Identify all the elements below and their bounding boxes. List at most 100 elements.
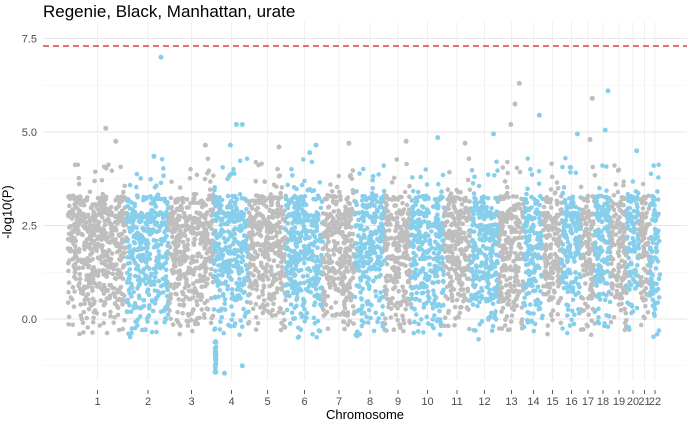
data-point	[114, 197, 119, 202]
data-point	[442, 315, 448, 321]
data-point	[196, 251, 202, 256]
data-point	[384, 273, 390, 279]
data-point	[102, 218, 108, 224]
data-point	[198, 241, 203, 246]
data-point	[554, 180, 560, 185]
data-point	[172, 228, 178, 234]
data-point	[452, 268, 458, 274]
data-point	[489, 292, 495, 297]
data-point	[237, 158, 243, 164]
data-point	[442, 223, 447, 228]
data-point	[342, 302, 347, 308]
data-point	[127, 243, 132, 249]
data-point	[232, 193, 238, 199]
data-point	[419, 284, 424, 290]
data-point	[405, 219, 410, 224]
data-point	[219, 203, 224, 208]
data-point	[145, 319, 150, 324]
data-point	[427, 240, 433, 245]
data-point	[153, 266, 159, 271]
data-point	[140, 226, 145, 231]
data-point	[127, 260, 133, 266]
data-point	[237, 276, 242, 282]
data-point	[188, 289, 194, 294]
data-point	[298, 231, 304, 236]
data-point	[237, 192, 243, 197]
data-point	[213, 268, 218, 274]
data-point	[149, 329, 155, 335]
data-point	[393, 203, 398, 208]
data-point	[111, 291, 116, 296]
data-point	[312, 320, 318, 326]
data-point	[322, 231, 327, 236]
data-point	[171, 263, 177, 269]
data-point	[545, 323, 551, 328]
data-point	[90, 202, 95, 207]
data-point	[76, 175, 82, 181]
data-point	[423, 167, 429, 172]
data-point	[220, 165, 225, 170]
data-point	[410, 175, 415, 180]
data-point	[174, 243, 179, 249]
data-point	[239, 259, 244, 265]
data-point	[188, 166, 193, 172]
data-point	[193, 289, 198, 295]
data-point	[254, 287, 259, 292]
data-point	[72, 270, 78, 275]
data-point	[393, 277, 398, 282]
data-point	[138, 176, 143, 181]
data-point	[229, 204, 234, 210]
data-point	[309, 219, 314, 224]
data-point	[259, 161, 264, 167]
data-point	[227, 258, 232, 263]
data-point	[190, 328, 195, 334]
data-point	[180, 311, 185, 316]
data-point	[161, 173, 166, 178]
data-point	[558, 296, 564, 301]
data-point	[506, 253, 512, 258]
data-point	[533, 253, 539, 259]
data-point	[226, 322, 231, 328]
data-point	[113, 225, 118, 231]
data-point	[411, 212, 417, 217]
data-point	[362, 254, 368, 260]
data-point	[210, 313, 216, 319]
data-point	[372, 250, 378, 256]
data-point	[458, 305, 463, 310]
data-point	[416, 217, 422, 222]
data-point	[445, 296, 451, 302]
data-point	[384, 287, 390, 293]
data-point	[485, 278, 490, 284]
data-point	[337, 189, 342, 195]
data-point	[448, 196, 453, 202]
data-point	[560, 190, 566, 196]
data-point	[120, 210, 126, 216]
data-point	[227, 248, 233, 254]
data-point	[165, 255, 170, 261]
data-point	[365, 204, 371, 210]
data-point	[191, 281, 196, 287]
data-point	[452, 323, 457, 328]
data-point	[156, 249, 161, 254]
data-point	[225, 205, 230, 210]
data-point	[243, 197, 248, 202]
data-point	[125, 309, 130, 315]
data-point	[348, 278, 353, 283]
data-point	[253, 193, 259, 198]
data-point	[127, 229, 133, 234]
data-point	[473, 292, 479, 297]
data-point	[262, 179, 268, 184]
data-point	[396, 288, 402, 294]
data-point	[163, 274, 169, 279]
data-point	[288, 302, 294, 307]
data-point	[442, 323, 447, 329]
data-point	[112, 286, 117, 291]
data-point	[294, 186, 299, 192]
data-point	[189, 254, 195, 260]
data-point	[237, 217, 242, 223]
data-point	[368, 315, 373, 321]
data-point	[529, 279, 534, 285]
data-point	[194, 302, 200, 308]
data-point	[76, 211, 81, 216]
data-point	[458, 287, 464, 292]
